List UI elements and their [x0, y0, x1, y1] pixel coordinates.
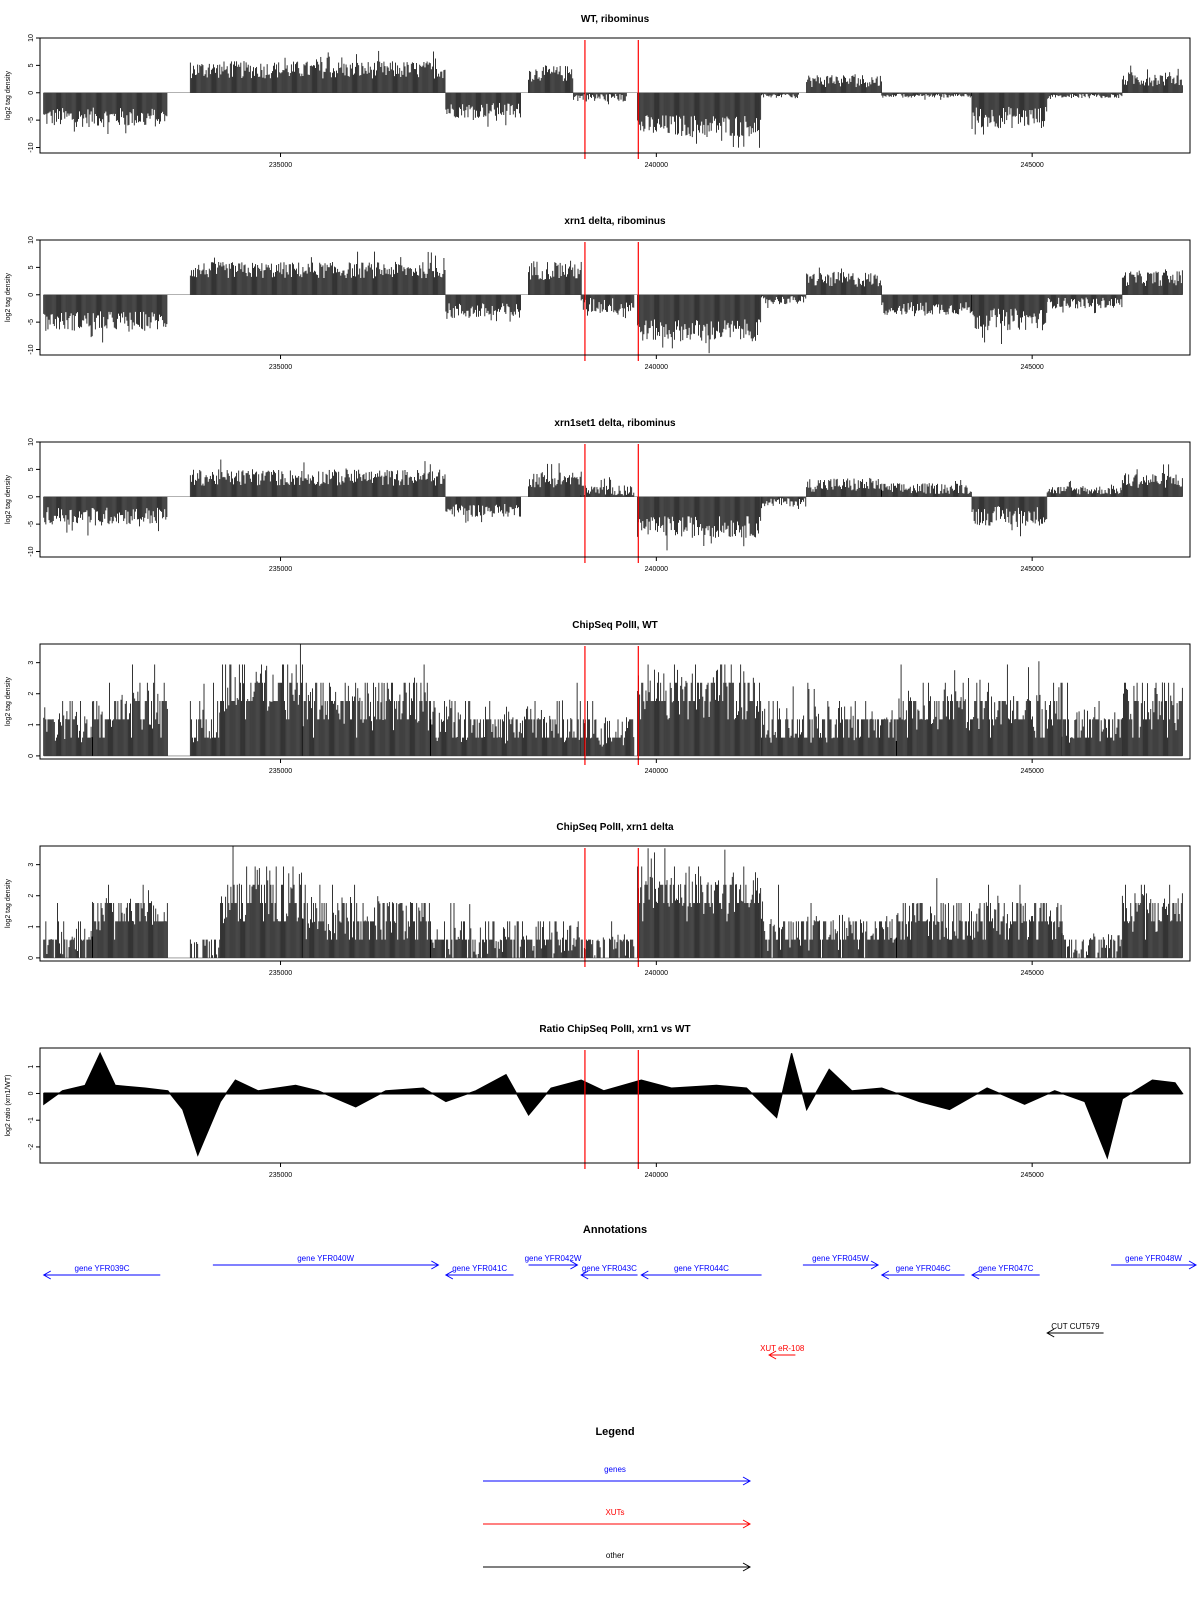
y-tick-label: -5	[28, 117, 35, 123]
chart-panel-5: ChipSeq PolII, xrn1 delta log2 tag densit…	[5, 822, 1191, 977]
y-axis-label: log2 tag density	[5, 272, 12, 322]
x-tick-label: 245000	[1020, 162, 1043, 169]
x-tick-label: 240000	[645, 970, 668, 977]
chart-title: xrn1set1 delta, ribominus	[554, 418, 676, 429]
y-axis-label: log2 tag density	[5, 474, 12, 524]
plot-frame	[39, 239, 1191, 356]
y-tick-label: 10	[28, 438, 35, 446]
y-tick-label: 1	[28, 723, 35, 727]
y-tick-label: -10	[28, 546, 35, 556]
y-axis-label: log2 tag density	[5, 676, 12, 726]
chart-panel-1: WT, ribominus log2 tag density -10 -5 0 5 10 23…	[5, 14, 1191, 169]
y-tick-label: 0	[28, 754, 35, 758]
chart-title: WT, ribominus	[581, 14, 650, 25]
x-tick-label: 240000	[645, 364, 668, 371]
y-axis-label: log2 tag density	[5, 878, 12, 928]
x-tick-label: 240000	[645, 768, 668, 775]
chart-title: ChipSeq PolII, xrn1 delta	[556, 822, 674, 833]
x-tick-label: 245000	[1020, 566, 1043, 573]
x-tick-label: 235000	[269, 566, 292, 573]
y-tick-label: 0	[28, 91, 35, 95]
y-tick-label: 2	[28, 692, 35, 696]
x-tick-label: 245000	[1020, 970, 1043, 977]
x-tick-label: 235000	[269, 768, 292, 775]
x-tick-label: 240000	[645, 566, 668, 573]
x-tick-label: 235000	[269, 162, 292, 169]
y-tick-label: 3	[28, 661, 35, 665]
x-tick-label: 235000	[269, 364, 292, 371]
y-tick-label: 2	[28, 894, 35, 898]
chart-title: ChipSeq PolII, WT	[572, 620, 658, 631]
y-tick-label: 10	[28, 34, 35, 42]
chart-panel-2: xrn1 delta, ribominus log2 tag density -10…	[5, 216, 1191, 371]
y-tick-label: -5	[28, 521, 35, 527]
y-tick-label: 5	[28, 265, 35, 269]
y-tick-label: 0	[28, 956, 35, 960]
y-tick-label: 5	[28, 467, 35, 471]
x-tick-label: 240000	[645, 162, 668, 169]
y-tick-label: -10	[28, 142, 35, 152]
plot-frame	[39, 441, 1191, 558]
y-tick-label: 10	[28, 236, 35, 244]
chart-panel-4: ChipSeq PolII, WT log2 tag density 0 1 2 3 235…	[5, 620, 1191, 775]
chart-panel-3: xrn1set1 delta, ribominus log2 tag densit…	[5, 418, 1191, 573]
x-tick-label: 245000	[1020, 364, 1043, 371]
chart-title: xrn1 delta, ribominus	[564, 216, 666, 227]
y-tick-label: -10	[28, 344, 35, 354]
y-tick-label: 3	[28, 863, 35, 867]
y-tick-label: 5	[28, 63, 35, 67]
y-tick-label: 0	[28, 495, 35, 499]
plot-frame	[39, 37, 1191, 154]
y-axis-label: log2 tag density	[5, 70, 12, 120]
x-tick-label: 235000	[269, 970, 292, 977]
y-tick-label: -5	[28, 319, 35, 325]
y-tick-label: 1	[28, 925, 35, 929]
plot-frame	[39, 643, 1191, 760]
y-tick-label: 0	[28, 293, 35, 297]
x-tick-label: 245000	[1020, 768, 1043, 775]
